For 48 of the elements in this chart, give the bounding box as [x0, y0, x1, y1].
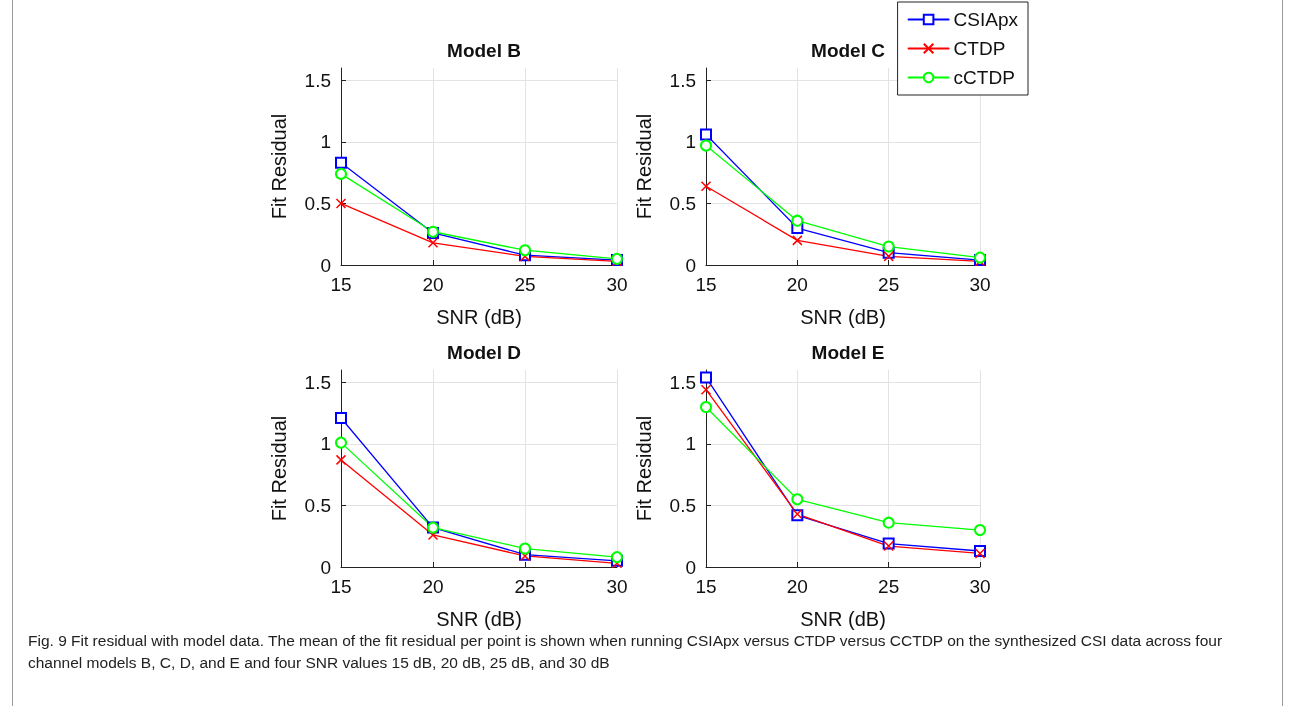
- x-tick-label: 20: [422, 576, 444, 597]
- x-axis-title: SNR (dB): [436, 608, 522, 630]
- y-tick-label: 1.5: [304, 371, 331, 393]
- x-tick-label: 15: [330, 274, 352, 295]
- x-tick-label: 20: [422, 274, 444, 295]
- y-tick-label: 1: [320, 433, 331, 455]
- y-tick-label: 0.5: [669, 192, 696, 214]
- y-axis-title: Fit Residual: [633, 113, 655, 220]
- chart-title: Model B: [447, 40, 521, 61]
- x-tick-label: 30: [606, 274, 628, 295]
- x-tick-label: 20: [786, 274, 808, 295]
- y-tick-label: 0.5: [304, 192, 331, 214]
- y-tick-label: 1.5: [669, 69, 696, 91]
- chart-title: Model E: [811, 342, 885, 363]
- y-tick-label: 1: [320, 131, 331, 153]
- y-tick-label: 0: [320, 556, 331, 578]
- x-tick-label: 30: [969, 274, 991, 295]
- x-tick-label: 15: [695, 576, 717, 597]
- y-axis-title: Fit Residual: [633, 415, 655, 522]
- x-axis-title: SNR (dB): [436, 306, 522, 328]
- x-tick-label: 20: [786, 576, 808, 597]
- legend-label: CTDP: [953, 38, 1006, 59]
- y-tick-label: 0: [685, 556, 696, 578]
- x-tick-label: 25: [878, 274, 900, 295]
- y-tick-label: 0.5: [304, 494, 331, 516]
- y-axis-title: Fit Residual: [268, 113, 290, 220]
- legend-label: CSIApx: [953, 9, 1019, 30]
- y-tick-label: 1.5: [669, 371, 696, 393]
- y-tick-label: 0.5: [669, 494, 696, 516]
- y-tick-label: 1: [685, 131, 696, 153]
- x-tick-label: 15: [695, 274, 717, 295]
- x-tick-label: 30: [606, 576, 628, 597]
- chart-title: Model D: [447, 342, 521, 363]
- x-tick-label: 30: [969, 576, 991, 597]
- y-tick-label: 1.5: [304, 69, 331, 91]
- x-tick-label: 25: [878, 576, 900, 597]
- y-tick-label: 1: [685, 433, 696, 455]
- x-tick-label: 25: [514, 274, 536, 295]
- y-tick-label: 0: [685, 254, 696, 276]
- y-tick-label: 0: [320, 254, 331, 276]
- y-axis-title: Fit Residual: [268, 415, 290, 522]
- x-axis-title: SNR (dB): [800, 608, 886, 630]
- chart-title: Model C: [811, 40, 886, 61]
- x-tick-label: 15: [330, 576, 352, 597]
- x-axis-title: SNR (dB): [800, 306, 886, 328]
- caption: Fig. 9 Fit residual with model data. The mean of the fit residual per point is shown when running CSIApx versus CTDP versus CCTDP on the synthesized CSI data across four channel models B, C, D, and E and four SNR values 15 dB, 20 dB, 25 dB, and 30 dB: [28, 631, 1224, 673]
- legend-label: cCTDP: [953, 67, 1015, 88]
- x-tick-label: 25: [514, 576, 536, 597]
